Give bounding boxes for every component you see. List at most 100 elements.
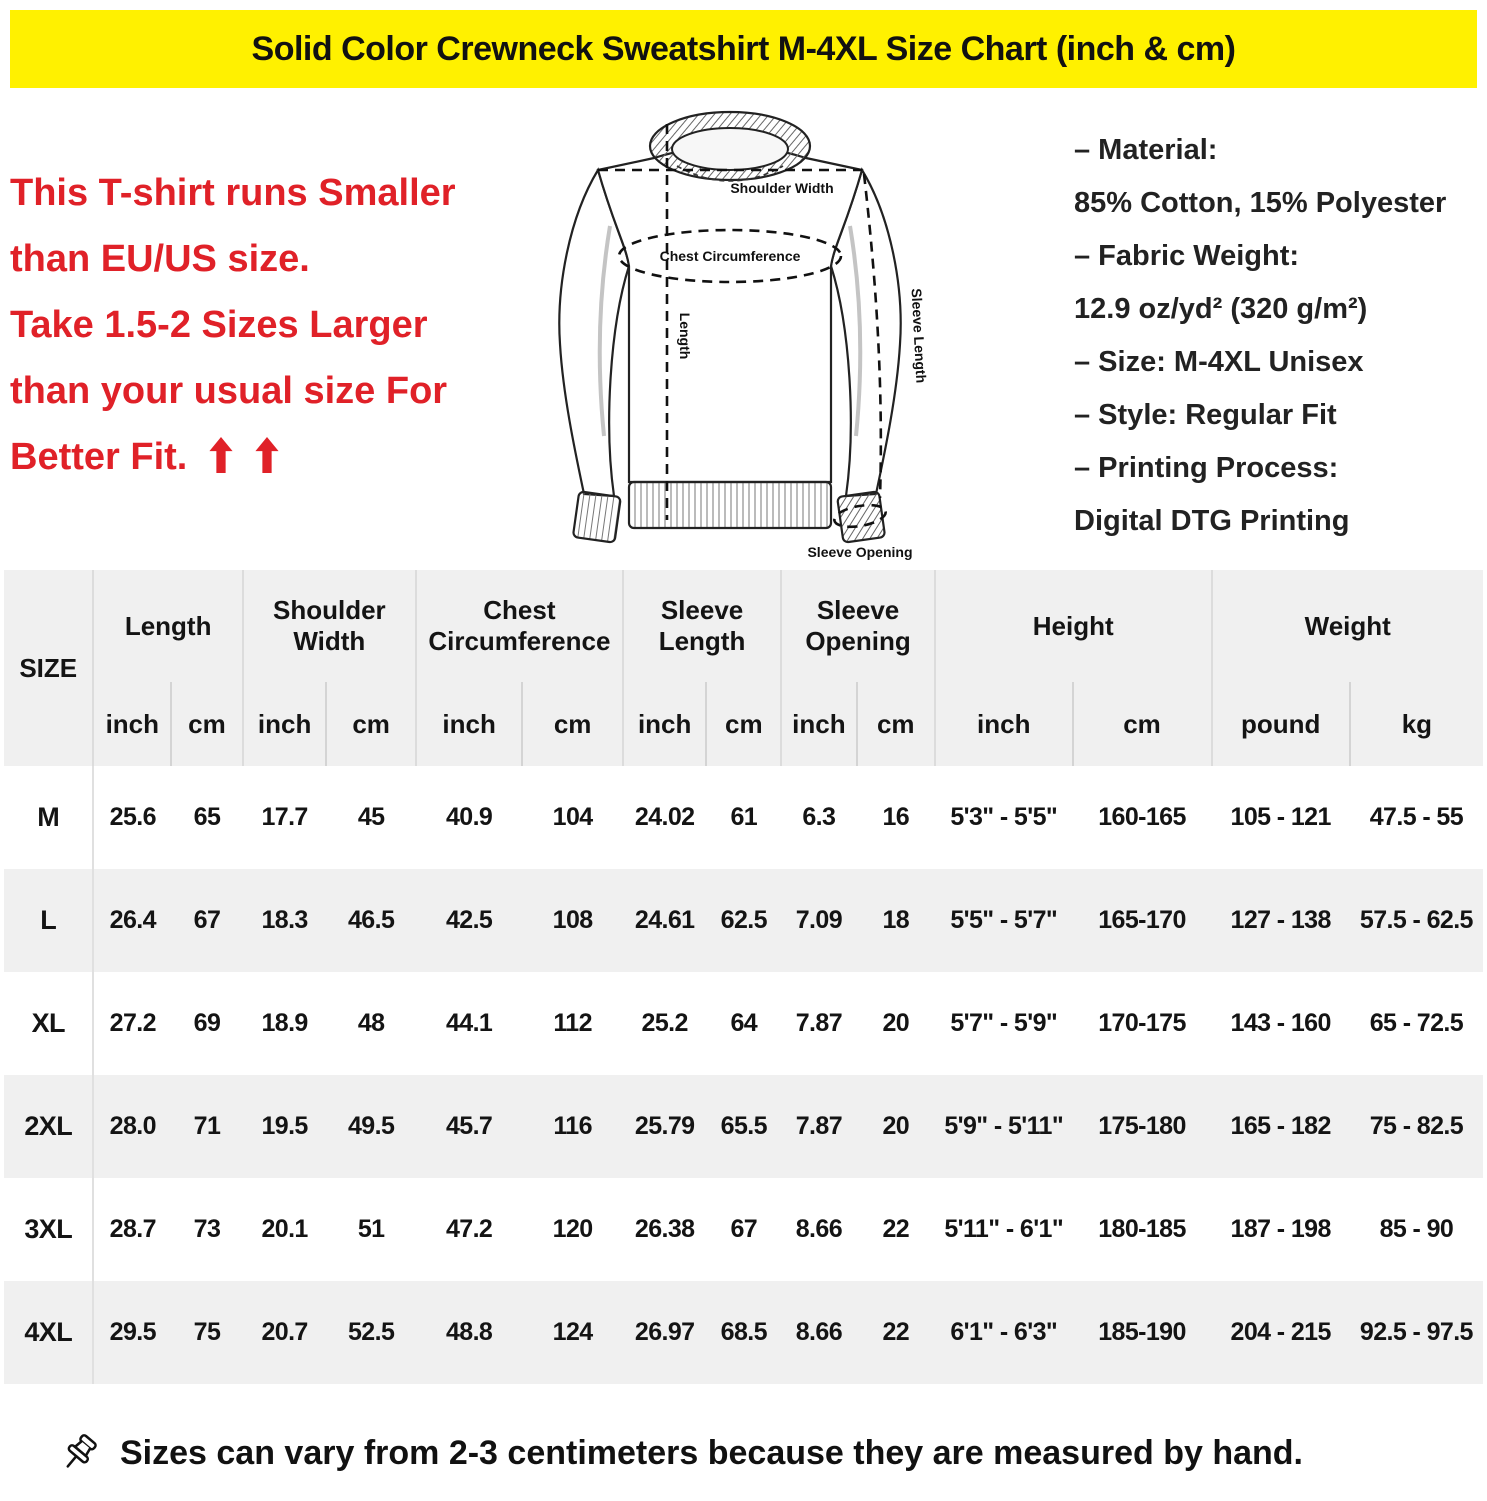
product-details: – Material: 85% Cotton, 15% Polyester – … <box>1030 88 1487 570</box>
value-cell: 45.7 <box>415 1075 523 1178</box>
value-cell: 5'7" - 5'9" <box>950 1009 1058 1037</box>
unit-header: cm <box>705 682 782 766</box>
value-cell: 7.09 <box>781 869 857 972</box>
value-cell: 5'5" - 5'7" <box>934 869 1073 972</box>
value-cell: 73 <box>193 1215 221 1243</box>
value-cell: 49.5 <box>326 1075 416 1178</box>
value-cell: 62.5 <box>706 869 782 972</box>
value-cell: 204 - 215 <box>1211 1281 1350 1384</box>
group-header-height: Height <box>933 570 1212 682</box>
value-cell: 44.1 <box>445 1009 493 1037</box>
detail-line: – Size: M-4XL Unisex <box>1074 346 1364 378</box>
value-cell: 42.5 <box>415 869 523 972</box>
group-header-weight: Weight <box>1210 570 1483 682</box>
value-cell: 47.2 <box>445 1215 493 1243</box>
notice-line-last: Better Fit. <box>10 424 530 490</box>
table-row: L 26.4 67 18.3 46.5 42.5 108 24.61 62.5 7.09 18 5'5… <box>4 869 1483 972</box>
value-cell: 28.7 <box>109 1215 157 1243</box>
value-cell: 6'1" - 6'3" <box>934 1281 1073 1384</box>
table-row: 4XL 29.5 75 20.7 52.5 48.8 124 26.97 68.5 8.66 22 6… <box>4 1281 1483 1384</box>
value-cell: 75 - 82.5 <box>1349 1075 1483 1178</box>
value-cell: 104 <box>552 803 594 831</box>
up-arrow-icon <box>255 437 280 473</box>
size-cell: L <box>4 869 95 972</box>
title-banner: Solid Color Crewneck Sweatshirt M-4XL Si… <box>10 10 1477 88</box>
value-cell: 112 <box>553 1009 592 1037</box>
notice-line: than EU/US size. <box>10 238 310 280</box>
sleeve-length-label: Sleeve Length <box>909 288 930 384</box>
value-cell: 24.02 <box>634 803 695 831</box>
value-cell: 25.2 <box>641 1009 689 1037</box>
shoulder-width-label: Shoulder Width <box>730 180 833 196</box>
unit-header: inch <box>92 682 172 766</box>
value-cell: 187 - 198 <box>1230 1215 1332 1243</box>
unit-header: cm <box>1071 682 1212 766</box>
unit-header: cm <box>170 682 243 766</box>
footnote-text: Sizes can vary from 2-3 centimeters beca… <box>120 1433 1303 1472</box>
value-cell: 26.38 <box>634 1215 695 1243</box>
value-cell: 105 - 121 <box>1230 803 1332 831</box>
value-cell: 20 <box>856 1075 935 1178</box>
value-cell: 47.5 - 55 <box>1369 803 1464 831</box>
detail-line: – Style: Regular Fit <box>1074 399 1337 431</box>
value-cell: 67 <box>171 869 243 972</box>
value-cell: 69 <box>193 1009 221 1037</box>
left-cuff <box>572 490 622 544</box>
unit-header: pound <box>1210 682 1350 766</box>
sleeve-fold-line <box>848 225 863 437</box>
notice-line: Take 1.5-2 Sizes Larger <box>10 304 428 346</box>
value-cell: 75 <box>171 1281 243 1384</box>
chest-circumference-line <box>617 228 843 284</box>
footnote: Sizes can vary from 2-3 centimeters beca… <box>58 1432 1487 1474</box>
value-cell: 165-170 <box>1072 869 1212 972</box>
value-cell: 65 - 72.5 <box>1369 1009 1464 1037</box>
value-cell: 120 <box>552 1215 594 1243</box>
value-cell: 48 <box>357 1009 385 1037</box>
size-cell: 2XL <box>4 1075 95 1178</box>
notice-line: This T-shirt runs Smaller <box>10 172 456 214</box>
value-cell: 180-185 <box>1098 1215 1186 1243</box>
value-cell: 20.1 <box>261 1215 308 1243</box>
value-cell: 6.3 <box>802 803 836 831</box>
value-cell: 26.97 <box>622 1281 707 1384</box>
value-cell: 18.3 <box>242 869 327 972</box>
table-row: 3XL 28.7 73 20.1 51 47.2 120 26.38 67 8.66 22 5'11"… <box>4 1178 1483 1281</box>
unit-header: inch <box>241 682 327 766</box>
value-cell: 51 <box>357 1215 385 1243</box>
value-cell: 85 - 90 <box>1379 1215 1454 1243</box>
sleeve-fold-line <box>597 225 612 437</box>
detail-line: – Fabric Weight: <box>1074 240 1300 272</box>
value-cell: 170-175 <box>1098 1009 1186 1037</box>
group-header-shoulder-width: Shoulder Width <box>241 570 416 682</box>
group-header-length: Length <box>92 570 243 682</box>
size-column-header: SIZE <box>4 570 94 766</box>
value-cell: 64 <box>730 1009 758 1037</box>
value-cell: 160-165 <box>1098 803 1186 831</box>
size-table-body: M 25.6 65 17.7 45 40.9 104 24.02 61 6.3 16 5'3" - 5… <box>4 766 1483 1384</box>
chest-circumference-label: Chest Circumference <box>660 248 801 264</box>
value-cell: 16 <box>882 803 910 831</box>
detail-line: 12.9 oz/yd² (320 g/m²) <box>1074 293 1368 325</box>
fit-notice: This T-shirt runs Smaller than EU/US siz… <box>0 88 530 570</box>
size-cell: 3XL <box>4 1178 95 1281</box>
value-cell: 165 - 182 <box>1211 1075 1350 1178</box>
value-cell: 18 <box>856 869 935 972</box>
value-cell: 65 <box>193 803 221 831</box>
value-cell: 57.5 - 62.5 <box>1349 869 1483 972</box>
table-unit-header-row: inch cm inch cm inch cm inch cm inch cm … <box>4 682 1483 766</box>
value-cell: 48.8 <box>415 1281 523 1384</box>
value-cell: 5'3" - 5'5" <box>950 803 1058 831</box>
info-section: This T-shirt runs Smaller than EU/US siz… <box>0 88 1487 570</box>
sleeve-opening-line <box>833 503 887 529</box>
detail-line: – Printing Process: <box>1074 452 1339 484</box>
value-cell: 24.61 <box>622 869 707 972</box>
table-row: 2XL 28.0 71 19.5 49.5 45.7 116 25.79 65.5 7.87 20 5… <box>4 1075 1483 1178</box>
group-header-sleeve-opening: Sleeve Opening <box>780 570 935 682</box>
collar-opening <box>671 127 789 171</box>
value-cell: 92.5 - 97.5 <box>1349 1281 1483 1384</box>
value-cell: 20 <box>882 1009 910 1037</box>
unit-header: inch <box>780 682 857 766</box>
value-cell: 45 <box>357 803 385 831</box>
value-cell: 27.2 <box>109 1009 157 1037</box>
value-cell: 18.9 <box>261 1009 308 1037</box>
